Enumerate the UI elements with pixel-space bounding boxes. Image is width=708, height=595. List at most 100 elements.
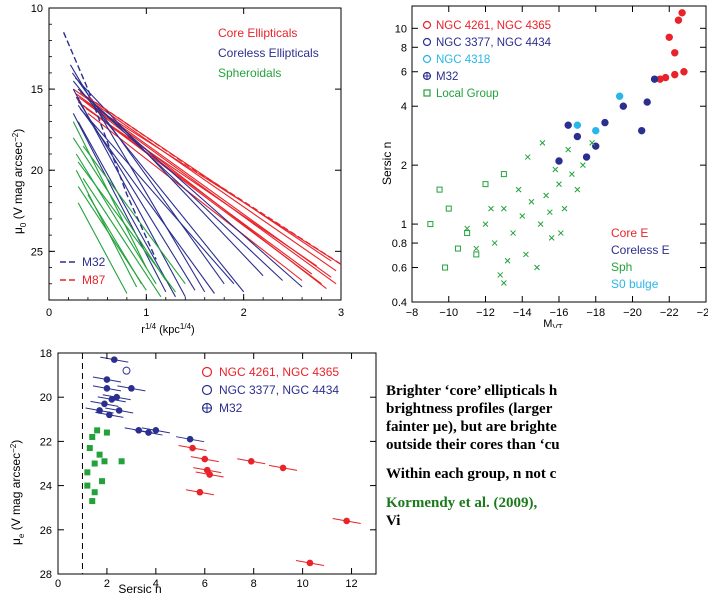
profile-line-spheroidal-28 <box>77 202 128 294</box>
legend-coreless-open-marker <box>422 37 432 47</box>
mue-xlabel: Sersic n <box>118 582 161 595</box>
sersic-xtick-label: −20 <box>623 307 642 319</box>
sersic-ylabel: Sersic n <box>380 142 394 185</box>
mue-ytick-label: 20 <box>40 392 52 404</box>
sersic-point-core <box>674 16 683 24</box>
mue-point-coreless <box>145 429 152 436</box>
sersic-point-s0 <box>573 121 582 129</box>
caption-line-5: Within each group, n not c <box>386 466 557 482</box>
profiles-lines <box>62 32 342 298</box>
mue-legend-coreless-marker <box>201 384 213 396</box>
mue-ytick-label: 26 <box>40 525 52 537</box>
sersic-xtick-label: −10 <box>439 307 458 319</box>
mue-point-coreless <box>115 407 123 414</box>
caption-reference-link[interactable]: Kormendy et al. (2009), <box>386 495 538 511</box>
mue-point-spheroidal <box>91 489 98 496</box>
sersic-xtick-label: −12 <box>476 307 495 319</box>
mue-point-core <box>247 457 255 465</box>
sersic-point-local-group <box>464 230 471 237</box>
mue-point-spheroidal <box>96 451 103 458</box>
profile-line-spheroidal-26 <box>77 161 176 293</box>
sersic-ytick-label: 0.8 <box>392 238 407 250</box>
sersic-xtick-label: −16 <box>550 307 569 319</box>
mue-point-spheroidal <box>84 482 91 489</box>
mue-point-core <box>196 488 204 496</box>
caption-reference: Kormendy et al. (2009), Vi <box>386 494 708 530</box>
mue-point-spheroidal <box>94 427 101 434</box>
mue-point-core <box>201 455 209 463</box>
mue-point-coreless <box>103 376 111 383</box>
mue-point-coreless <box>128 385 135 392</box>
mue-xtick-label: 4 <box>153 578 159 590</box>
sersic-point-core <box>661 73 670 82</box>
legend-sph: Sph <box>611 260 632 274</box>
legend-s0-bulge: S0 bulge <box>611 277 659 291</box>
mue-point-coreless <box>186 435 194 443</box>
sersic-xtick-label: −24 <box>697 307 708 319</box>
mue-point-core <box>206 471 213 478</box>
profiles-xtick-label: 0 <box>46 307 52 319</box>
legend-core-e: Core E <box>611 226 648 240</box>
sersic-point-spheroidal <box>580 162 586 169</box>
profile-line-spheroidal-31 <box>87 194 142 285</box>
profile-line-coreless-16 <box>77 88 283 281</box>
mue-point-spheroidal <box>118 458 125 465</box>
legend-core-open-marker <box>422 20 432 30</box>
profiles-label-m87: M87 <box>82 273 106 287</box>
mue-point-coreless <box>103 385 111 392</box>
sersic-ytick-label: 8 <box>401 42 407 54</box>
profile-line-core-9 <box>87 112 303 281</box>
caption-reference-tail: Vi <box>386 513 401 529</box>
profiles-xtick-label: 1 <box>143 307 149 319</box>
sersic-point-spheroidal <box>515 186 522 193</box>
sersic-point-coreless <box>637 126 646 135</box>
sersic-point-spheroidal <box>565 146 572 153</box>
caption-line-3: fainter μe), but are brighte <box>386 419 557 435</box>
legend-local-group-marker <box>423 89 431 97</box>
legend-m32: M32 <box>436 71 458 83</box>
sersic-point-coreless <box>564 121 572 129</box>
sersic-point-s0 <box>592 126 600 135</box>
mue-ytick-label: 22 <box>40 436 52 448</box>
caption: Brighter ‘core’ ellipticals h brightness… <box>386 382 708 582</box>
caption-line-1: Brighter ‘core’ ellipticals h <box>386 383 558 399</box>
legend-ngc4318: NGC 4318 <box>436 54 490 66</box>
mue-ylabel: μe (V mag arcsec−2) <box>9 440 26 545</box>
profiles-ylabel: μ0 (V mag arcsec−2) <box>11 129 28 234</box>
legend-ngc4261: NGC 4261, NGC 4365 <box>436 20 551 32</box>
sersic-point-local-group <box>436 186 443 193</box>
sersic-point-coreless <box>643 98 651 106</box>
profiles-plot-frame <box>48 7 342 301</box>
sersic-point-local-group <box>473 251 480 258</box>
mue-legend-core-marker <box>201 366 213 378</box>
profiles-ytick-label: 10 <box>31 3 43 15</box>
mue-point-core <box>189 444 196 452</box>
sersic-xtick-label: −18 <box>586 307 605 319</box>
mue-point-core <box>279 464 287 472</box>
mue-xtick-label: 2 <box>104 578 110 590</box>
mue-point-spheroidal <box>101 458 108 465</box>
sersic-point-coreless <box>619 102 628 110</box>
mue-legend: NGC 4261, NGC 4365 NGC 3377, NGC 4434 M3… <box>201 365 339 415</box>
sersic-points <box>427 9 688 286</box>
mue-point-coreless <box>152 427 160 434</box>
sersic-ytick-label: 0.6 <box>392 263 407 275</box>
mue-xtick-label: 10 <box>296 578 308 590</box>
profile-line-core-2 <box>77 96 342 265</box>
profiles-xlabel: r1/4 (kpc1/4) <box>141 322 194 336</box>
mue-point-spheroidal <box>84 469 91 476</box>
sersic-point-spheroidal <box>537 221 544 227</box>
sersic-xtick-label: −22 <box>660 307 679 319</box>
sersic-ytick-label: 6 <box>401 67 407 79</box>
mue-points <box>81 353 361 574</box>
mue-point-spheroidal <box>103 429 110 436</box>
sersic-ytick-label: 4 <box>401 101 407 113</box>
sersic-point-spheroidal <box>539 139 546 146</box>
sersic-point-spheroidal <box>501 205 507 212</box>
sersic-point-local-group <box>482 181 489 188</box>
profiles-ytick-label: 25 <box>31 246 43 258</box>
profile-line-coreless-12 <box>72 80 245 293</box>
caption-line-4: outside their cores than ‘cu <box>386 437 560 453</box>
